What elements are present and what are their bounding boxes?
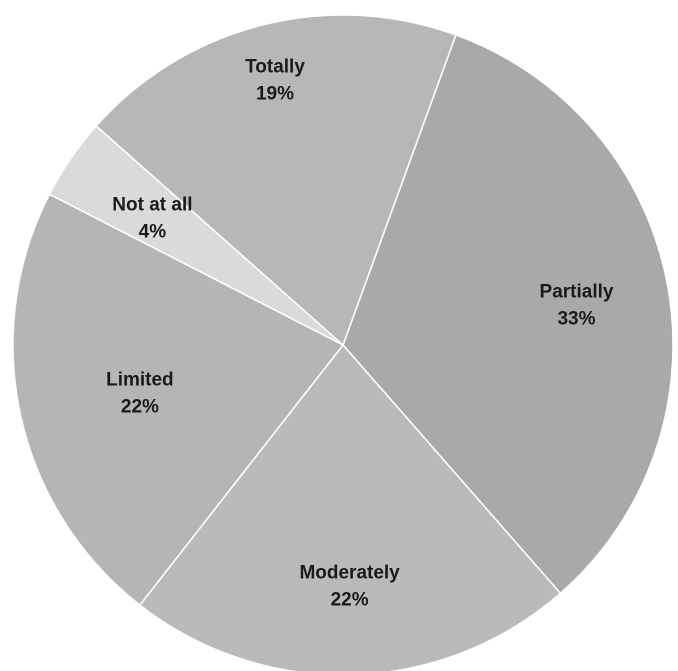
pie-labels: Partially 33% Moderately 22% Limited 22% Not a… — [106, 56, 614, 610]
pie-slice-moderately — [138, 343, 562, 671]
slice-label: Limited — [106, 370, 174, 391]
pie-slice-partially — [342, 33, 674, 595]
slice-percent-label: 19% — [256, 83, 294, 104]
slice-label: Partially — [540, 281, 614, 302]
pie-slice-totally — [95, 14, 457, 347]
slice-label: Moderately — [299, 563, 400, 584]
slice-label: Totally — [245, 56, 305, 77]
slice-percent-label: 22% — [121, 397, 159, 418]
pie-slices — [12, 14, 674, 671]
pie-slice-limited — [12, 193, 345, 607]
slice-percent-label: 33% — [557, 308, 595, 329]
slice-percent-label: 22% — [331, 590, 369, 611]
slice-percent-label: 4% — [139, 222, 167, 243]
slice-label: Not at all — [112, 195, 192, 216]
